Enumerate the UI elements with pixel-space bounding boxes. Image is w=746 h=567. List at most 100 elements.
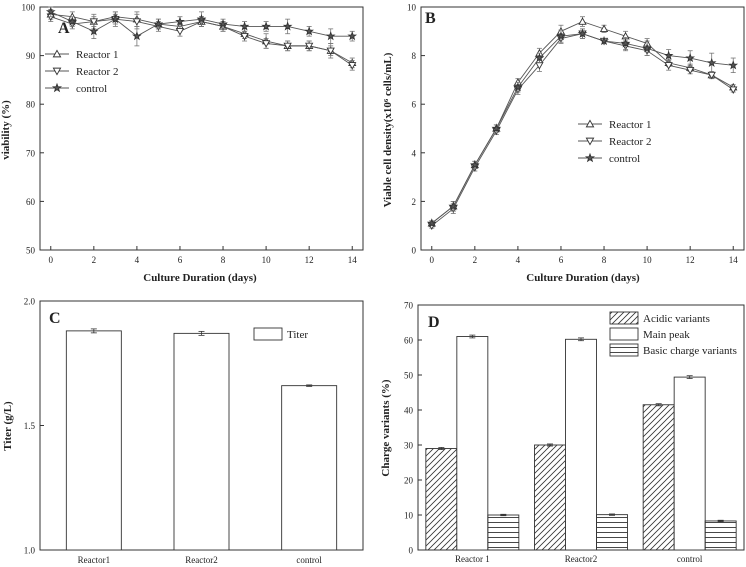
panel-b-x-tick-label: 14 — [729, 255, 739, 265]
panel-d-series-basic-charge-variants — [487, 513, 737, 551]
panel-b-series-line — [431, 21, 734, 224]
panel-b-legend-label: Reactor 1 — [609, 119, 651, 131]
panel-a-y-tick-label: 60 — [26, 197, 36, 207]
panel-b-data-point — [491, 123, 502, 133]
panel-a-x-tick-label: 10 — [262, 255, 272, 265]
panel-a-x-tick-label: 8 — [221, 255, 226, 265]
panel-b-y-tick-label: 10 — [407, 3, 417, 13]
panel-d-bar — [704, 520, 737, 551]
panel-a-legend: Reactor 1 Reactor 2 control — [45, 49, 118, 95]
panel-a-y-tick-label: 90 — [26, 51, 36, 61]
panel-d-bar — [487, 514, 520, 551]
panel-d-bar — [456, 336, 489, 551]
panel-d-y-tick-label: 20 — [404, 476, 414, 486]
panel-b-legend-marker — [584, 152, 596, 163]
panel-d-y-tick-label: 60 — [404, 336, 414, 346]
panel-b-data-point — [426, 218, 437, 228]
panel-b-x-tick-label: 0 — [430, 255, 435, 265]
panel-b-series-reactor-1 — [427, 16, 738, 227]
panel-c-legend-label: Titer — [287, 329, 308, 341]
panel-c-series-titer — [65, 328, 338, 551]
panel-a-legend-label: control — [76, 83, 107, 95]
panel-d-bar — [565, 338, 597, 551]
panel-b-data-point — [620, 38, 631, 48]
panel-c-y-tick-label: 1.5 — [24, 421, 36, 431]
panel-a-x-tick-label: 6 — [178, 255, 183, 265]
panel-letter-d: D — [428, 314, 440, 331]
panel-d-legend-swatch — [609, 311, 639, 325]
panel-b-series-control — [426, 28, 739, 228]
panel-a-x-tick-label: 0 — [49, 255, 54, 265]
panel-b-data-point — [578, 17, 587, 25]
panel-a-data-point — [110, 14, 121, 24]
panel-b-series-line — [431, 33, 734, 227]
panel-a-y-tick-label: 80 — [26, 100, 36, 110]
panel-b-data-point — [642, 43, 652, 53]
panel-b-series-line — [431, 33, 734, 224]
panel-a-x-tick-label: 14 — [348, 255, 358, 265]
panel-a-x-axis-label: Culture Duration (days) — [143, 272, 257, 284]
panel-b-data-point — [729, 86, 738, 94]
panel-a-data-point — [348, 62, 357, 70]
panel-b-data-point — [577, 28, 588, 38]
panel-b-data-point — [685, 52, 695, 63]
panel-a-data-point — [240, 32, 249, 41]
panel-b-data-point — [599, 24, 609, 33]
panel-a-x-tick-label: 4 — [135, 255, 140, 265]
panel-c-y-axis-label: Titer (g/L) — [2, 401, 14, 451]
panel-d-legend-label: Acidic variants — [643, 313, 710, 325]
panel-b-y-tick-label: 0 — [412, 246, 417, 256]
panel-b-data-point — [664, 62, 673, 70]
panel-a-data-point — [304, 26, 314, 36]
panel-b-x-tick-label: 2 — [473, 255, 478, 265]
panel-a-data-point — [347, 31, 358, 41]
panel-c-y-tick-label: 2.0 — [24, 297, 36, 307]
panel-b-data-point — [534, 52, 545, 63]
panel-a-data-point — [89, 18, 98, 26]
panel-d-y-tick-label: 30 — [404, 441, 414, 451]
panel-d-series-main-peak — [456, 334, 706, 551]
panel-c-category-label: control — [296, 555, 322, 565]
panel-c-bar — [173, 332, 230, 551]
panel-b-x-tick-label: 10 — [643, 255, 653, 265]
panel-a-data-point — [283, 42, 292, 51]
panel-b-data-point — [663, 50, 674, 60]
panel-c-titer-chart: C 1.0 1.5 2.0 Reactor1 Reactor2 control Titer … — [2, 297, 364, 565]
panel-d-y-tick-label: 10 — [404, 511, 414, 521]
panel-a-y-tick-label: 100 — [22, 3, 36, 13]
panel-d-bar — [425, 448, 458, 551]
panel-c-y-tick-label: 1.0 — [24, 546, 36, 556]
panel-letter-b: B — [425, 10, 436, 27]
panel-a-data-point — [132, 31, 142, 41]
panel-a-data-point — [261, 40, 271, 48]
panel-b-x-axis-label: Culture Duration (days) — [526, 272, 640, 284]
panel-a-legend-marker — [52, 67, 62, 76]
panel-a-data-point — [261, 21, 271, 31]
panel-c-bar — [65, 330, 122, 551]
panel-d-category-label: Reactor 1 — [455, 554, 490, 564]
panel-a-data-point — [153, 18, 164, 29]
panel-a-y-tick-label: 50 — [26, 246, 36, 256]
panel-a-data-point — [45, 6, 56, 16]
panel-a-data-point — [89, 26, 99, 36]
panel-b-y-tick-label: 6 — [412, 100, 417, 110]
panel-letter-c: C — [49, 310, 61, 327]
panel-d-y-tick-label: 70 — [404, 301, 414, 311]
panel-d-category-label: control — [677, 554, 703, 564]
panel-d-legend-swatch — [609, 327, 639, 341]
panel-b-data-point — [470, 159, 480, 170]
panel-d-y-axis-label: Charge variants (%) — [380, 379, 392, 476]
panel-b-plot-frame — [420, 6, 745, 251]
panel-d-legend-swatch — [609, 343, 639, 357]
panel-letter-a: A — [58, 20, 70, 37]
panel-b-data-point — [556, 31, 566, 41]
panel-a-legend-marker — [52, 49, 62, 58]
panel-b-x-tick-label: 8 — [602, 255, 607, 265]
panel-a-data-point — [305, 42, 314, 51]
panel-a-data-point — [67, 16, 78, 26]
panel-b-legend-marker — [585, 137, 595, 146]
panel-a-data-point — [196, 14, 207, 24]
panel-a-data-point — [282, 21, 293, 31]
